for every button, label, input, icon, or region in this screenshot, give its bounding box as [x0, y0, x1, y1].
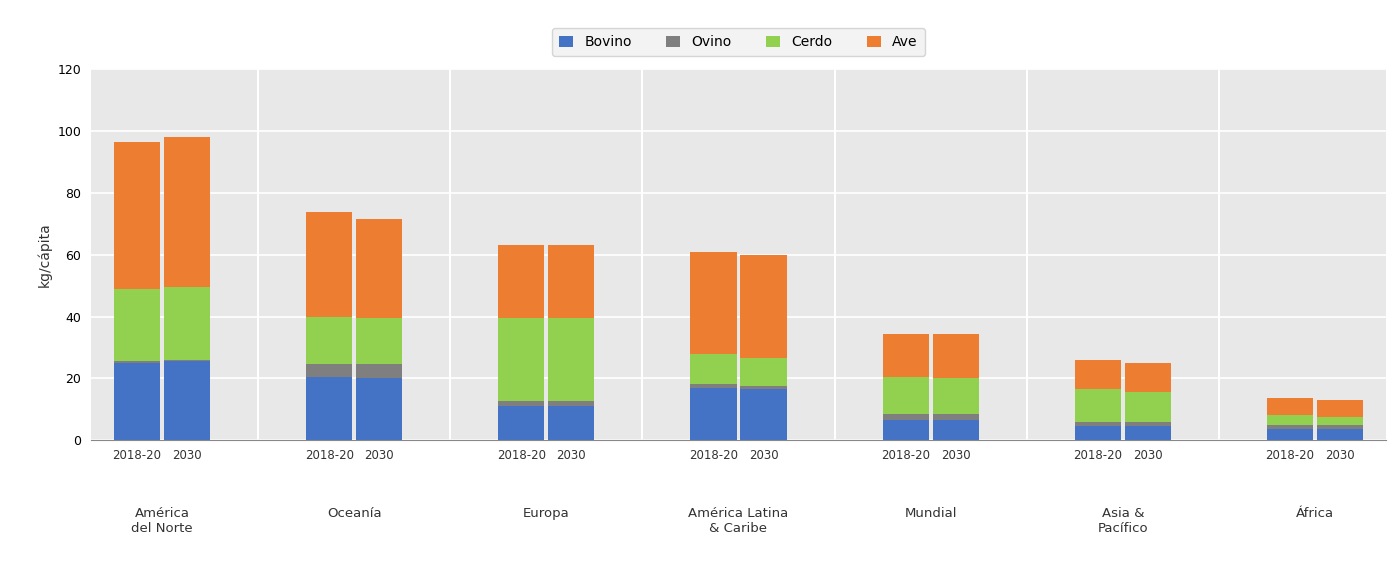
- Bar: [164, 360, 210, 361]
- Bar: [498, 401, 545, 406]
- Bar: [1317, 424, 1364, 429]
- Bar: [932, 414, 979, 420]
- Bar: [1075, 422, 1121, 426]
- Bar: [1317, 400, 1364, 417]
- Bar: [307, 317, 353, 364]
- Bar: [164, 137, 210, 287]
- Bar: [113, 361, 160, 363]
- Bar: [1267, 398, 1313, 415]
- Bar: [690, 387, 736, 440]
- Legend: Bovino, Ovino, Cerdo, Ave: Bovino, Ovino, Cerdo, Ave: [552, 28, 925, 56]
- Text: Europa: Europa: [524, 507, 570, 520]
- Text: África: África: [1296, 507, 1334, 520]
- Bar: [1267, 429, 1313, 440]
- Bar: [498, 406, 545, 440]
- Bar: [932, 334, 979, 378]
- Text: América
del Norte: América del Norte: [132, 507, 193, 535]
- Bar: [356, 364, 402, 378]
- Bar: [356, 219, 402, 318]
- Bar: [1317, 429, 1364, 440]
- Bar: [1075, 426, 1121, 440]
- Bar: [882, 377, 928, 414]
- Bar: [356, 318, 402, 364]
- Bar: [741, 389, 787, 440]
- Bar: [882, 420, 928, 440]
- Bar: [882, 334, 928, 377]
- Bar: [1075, 389, 1121, 422]
- Bar: [307, 364, 353, 377]
- Bar: [549, 406, 595, 440]
- Bar: [741, 255, 787, 358]
- Bar: [932, 378, 979, 414]
- Bar: [1075, 360, 1121, 389]
- Bar: [498, 318, 545, 401]
- Bar: [932, 420, 979, 440]
- Bar: [549, 318, 595, 401]
- Bar: [690, 252, 736, 354]
- Bar: [113, 142, 160, 289]
- Bar: [1124, 422, 1170, 426]
- Bar: [690, 354, 736, 384]
- Bar: [307, 211, 353, 317]
- Bar: [113, 289, 160, 361]
- Bar: [1124, 363, 1170, 392]
- Bar: [741, 358, 787, 386]
- Bar: [882, 414, 928, 420]
- Bar: [1267, 424, 1313, 429]
- Bar: [549, 245, 595, 318]
- Text: América Latina
& Caribe: América Latina & Caribe: [689, 507, 788, 535]
- Bar: [690, 384, 736, 387]
- Bar: [164, 287, 210, 360]
- Bar: [741, 386, 787, 389]
- Bar: [498, 245, 545, 318]
- Bar: [1124, 426, 1170, 440]
- Text: Mundial: Mundial: [904, 507, 956, 520]
- Bar: [356, 378, 402, 440]
- Bar: [1317, 417, 1364, 424]
- Bar: [164, 361, 210, 440]
- Text: Asia &
Pacífico: Asia & Pacífico: [1098, 507, 1148, 535]
- Bar: [549, 401, 595, 406]
- Bar: [113, 363, 160, 440]
- Bar: [1124, 392, 1170, 422]
- Bar: [307, 377, 353, 440]
- Y-axis label: kg/cápita: kg/cápita: [38, 222, 52, 287]
- Text: Oceanía: Oceanía: [328, 507, 382, 520]
- Bar: [1267, 415, 1313, 424]
